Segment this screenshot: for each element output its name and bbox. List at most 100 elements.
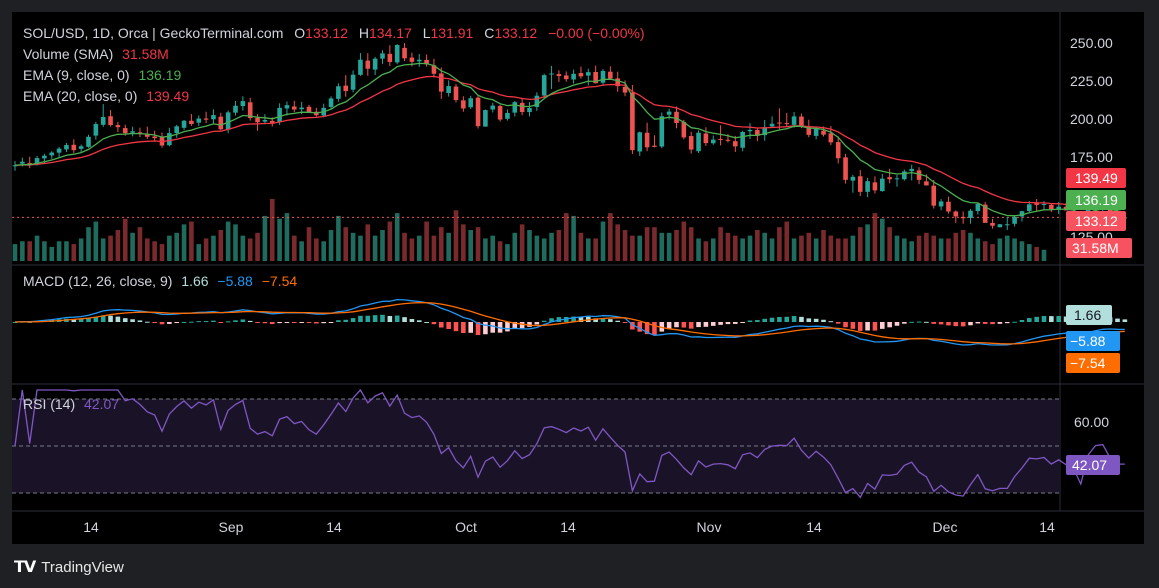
candle-body[interactable]	[424, 59, 429, 65]
candle-body[interactable]	[674, 111, 679, 123]
candle-body[interactable]	[394, 45, 400, 63]
candle-body[interactable]	[122, 128, 128, 134]
candle-body[interactable]	[975, 203, 981, 212]
candle-body[interactable]	[1056, 206, 1061, 210]
candle-body[interactable]	[960, 216, 966, 219]
candle-body[interactable]	[269, 120, 275, 123]
candle-body[interactable]	[42, 155, 47, 159]
candle-body[interactable]	[439, 73, 444, 92]
candle-body[interactable]	[541, 75, 547, 96]
candle-body[interactable]	[578, 73, 584, 77]
candle-body[interactable]	[152, 136, 157, 139]
candle-body[interactable]	[865, 181, 870, 192]
candle-body[interactable]	[968, 210, 973, 218]
tradingview-brand[interactable]: 𝗧𝗩 TradingView	[14, 556, 124, 578]
candle-body[interactable]	[512, 102, 518, 113]
candle-body[interactable]	[211, 115, 216, 120]
candle-body[interactable]	[931, 185, 937, 206]
macd-legend[interactable]: MACD (12, 26, close, 9) 1.66 −5.88 −7.54	[23, 273, 297, 289]
candle-body[interactable]	[828, 133, 834, 143]
candle-body[interactable]	[880, 178, 885, 192]
candle-body[interactable]	[696, 132, 701, 152]
candle-body[interactable]	[203, 118, 209, 120]
candle-body[interactable]	[1034, 203, 1039, 205]
candle-body[interactable]	[586, 72, 591, 76]
candle-body[interactable]	[872, 182, 878, 191]
candle-body[interactable]	[292, 106, 297, 110]
candle-body[interactable]	[571, 73, 576, 80]
candle-body[interactable]	[49, 152, 55, 156]
candle-body[interactable]	[93, 124, 99, 136]
candle-body[interactable]	[857, 176, 863, 192]
candle-body[interactable]	[799, 116, 804, 128]
candle-body[interactable]	[343, 85, 349, 92]
candle-body[interactable]	[835, 142, 841, 159]
candle-body[interactable]	[358, 59, 363, 75]
candle-body[interactable]	[12, 165, 18, 167]
candle-body[interactable]	[659, 116, 665, 147]
candle-body[interactable]	[600, 70, 606, 83]
candle-body[interactable]	[666, 111, 672, 115]
candle-body[interactable]	[145, 134, 150, 137]
candle-body[interactable]	[218, 116, 224, 130]
candle-body[interactable]	[328, 98, 334, 107]
candle-body[interactable]	[747, 129, 753, 132]
candle-body[interactable]	[821, 130, 826, 135]
candle-body[interactable]	[372, 58, 378, 70]
candle-body[interactable]	[894, 178, 900, 180]
candle-body[interactable]	[990, 222, 995, 226]
candle-body[interactable]	[416, 59, 422, 62]
candle-body[interactable]	[982, 204, 988, 223]
candle-body[interactable]	[740, 132, 745, 148]
candle-body[interactable]	[453, 86, 459, 101]
candle-body[interactable]	[652, 145, 657, 147]
candle-body[interactable]	[497, 106, 503, 120]
candle-body[interactable]	[174, 126, 179, 134]
candle-body[interactable]	[446, 86, 451, 93]
candle-body[interactable]	[902, 171, 907, 180]
candle-body[interactable]	[519, 102, 525, 113]
candle-body[interactable]	[365, 60, 371, 69]
candle-body[interactable]	[284, 105, 290, 109]
price-legend[interactable]: SOL/USD, 1D, Orca | GeckoTerminal.com O1…	[23, 25, 645, 104]
candle-body[interactable]	[299, 107, 304, 110]
candle-body[interactable]	[755, 130, 760, 136]
candle-body[interactable]	[784, 123, 790, 125]
candle-body[interactable]	[409, 57, 415, 62]
candle-body[interactable]	[490, 105, 496, 110]
candle-body[interactable]	[505, 112, 510, 119]
candle-body[interactable]	[483, 110, 488, 127]
candle-body[interactable]	[622, 86, 628, 93]
candle-body[interactable]	[86, 136, 91, 147]
candle-body[interactable]	[630, 92, 635, 151]
candle-body[interactable]	[850, 176, 856, 181]
rsi-legend[interactable]: RSI (14) 42.07	[23, 396, 119, 412]
candle-body[interactable]	[733, 141, 738, 147]
candle-body[interactable]	[34, 158, 40, 164]
candle-body[interactable]	[534, 95, 540, 107]
candle-body[interactable]	[769, 123, 775, 127]
candle-body[interactable]	[777, 122, 782, 124]
candle-body[interactable]	[181, 120, 187, 128]
candle-body[interactable]	[20, 161, 25, 164]
candle-body[interactable]	[71, 144, 77, 151]
candle-body[interactable]	[431, 65, 437, 74]
candle-body[interactable]	[130, 131, 135, 133]
candle-body[interactable]	[115, 125, 121, 128]
candle-body[interactable]	[806, 126, 812, 135]
candle-body[interactable]	[938, 201, 944, 207]
candle-body[interactable]	[916, 170, 922, 180]
candle-body[interactable]	[468, 98, 473, 108]
candle-body[interactable]	[262, 120, 268, 122]
candle-body[interactable]	[615, 78, 620, 87]
candle-body[interactable]	[56, 148, 62, 153]
candle-body[interactable]	[997, 224, 1003, 228]
candle-body[interactable]	[953, 211, 959, 217]
chart-canvas[interactable]: 250.00 225.00 200.00 175.00 125.00 139.4…	[12, 12, 1144, 544]
candle-body[interactable]	[718, 138, 723, 140]
candle-body[interactable]	[608, 71, 613, 79]
candle-body[interactable]	[1012, 216, 1017, 224]
time-axis[interactable]: 14 Sep 14 Oct 14 Nov 14 Dec 14	[83, 519, 1055, 535]
candle-body[interactable]	[1049, 204, 1054, 210]
candle-body[interactable]	[336, 86, 341, 99]
